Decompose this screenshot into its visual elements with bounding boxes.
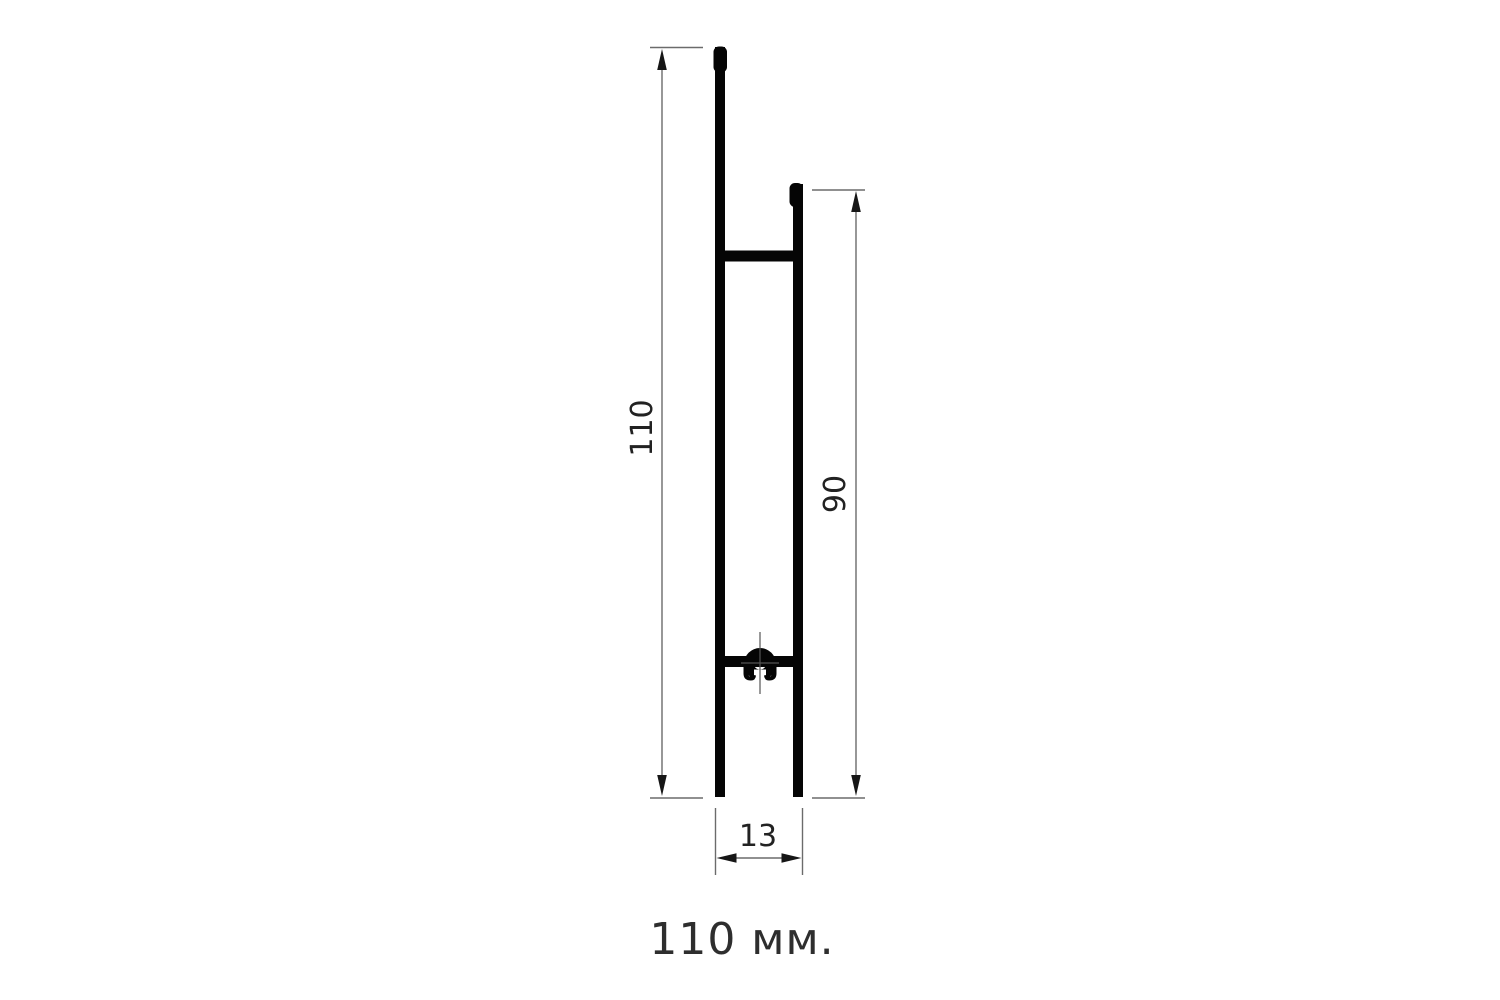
dim-110-arrow-up (657, 49, 667, 70)
dim-13-label: 13 (738, 819, 778, 854)
dimension-lines (650, 46, 865, 875)
profile-left-wall-top-bead (713, 46, 727, 73)
dim-13-arrow-right (781, 853, 802, 863)
profile-clip-ring (744, 648, 776, 680)
dimension-arrows (657, 49, 861, 863)
dim-90-arrow-down (851, 775, 861, 796)
profile-right-wall-top-bead (789, 183, 803, 207)
profile-bottom-crossbar (715, 656, 803, 667)
clip-center-marks (741, 632, 779, 694)
dim-90-arrow-up (851, 191, 861, 212)
dim-90-label: 90 (818, 474, 853, 514)
drawing-caption: 110 мм. (649, 914, 835, 965)
dim-110-label: 110 (625, 399, 660, 457)
profile-shapes (713, 46, 803, 797)
profile-right-wall (793, 184, 803, 797)
profile-top-crossbar (715, 250, 803, 262)
dim-13-arrow-left (716, 853, 737, 863)
profile-left-wall (715, 47, 725, 797)
dim-110-arrow-down (657, 775, 667, 796)
